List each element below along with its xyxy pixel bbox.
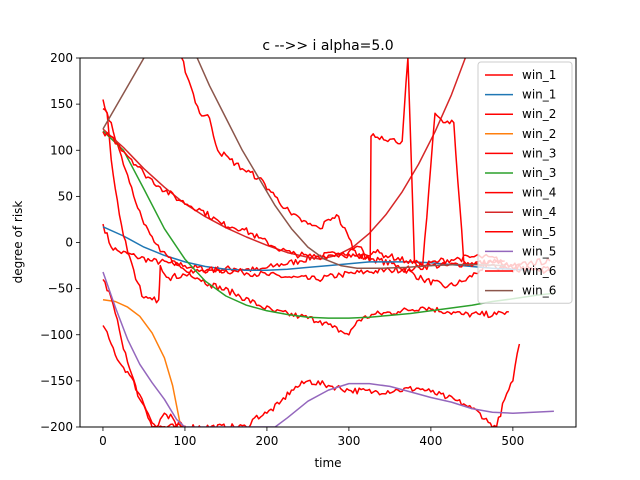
legend-label: win_6 — [522, 264, 556, 278]
ticks-layer: 0 100 200 300 400 500 −200 −150 −100 −50 0 50 100 150… — [40, 51, 524, 448]
x-tick-label: 300 — [337, 434, 360, 448]
x-tick-label: 100 — [173, 434, 196, 448]
y-tick-label: −50 — [48, 282, 73, 296]
legend-label: win_4 — [522, 186, 556, 200]
chart-title: c -->> i alpha=5.0 — [262, 38, 393, 54]
legend: win_1 win_1 win_2 win_2 win_3 win_3 win_4 win_4… — [477, 61, 573, 304]
y-tick-label: −100 — [40, 328, 73, 342]
extra-curve-1 — [196, 58, 505, 270]
x-tick-label: 0 — [99, 434, 107, 448]
series-line-win_5-b — [102, 271, 554, 427]
legend-label: win_6 — [522, 284, 556, 298]
extra-curve-0 — [181, 58, 505, 269]
series-line-win_4-b — [102, 58, 467, 260]
legend-label: win_1 — [522, 68, 556, 82]
legend-label: win_3 — [522, 146, 556, 160]
series-line-win_6-b — [102, 58, 145, 130]
series-line-win_2-b — [102, 298, 182, 427]
legend-label: win_5 — [522, 244, 556, 258]
legend-label: win_4 — [522, 205, 556, 219]
y-tick-label: −150 — [40, 374, 73, 388]
legend-label: win_2 — [522, 127, 556, 141]
y-axis-label: degree of risk — [11, 201, 25, 284]
x-tick-label: 200 — [255, 434, 278, 448]
legend-label: win_3 — [522, 166, 556, 180]
series-layer — [102, 58, 554, 427]
legend-label: win_5 — [522, 225, 556, 239]
y-tick-label: 100 — [50, 143, 73, 157]
x-tick-label: 500 — [501, 434, 524, 448]
y-tick-label: 200 — [50, 51, 73, 65]
legend-label: win_1 — [522, 88, 556, 102]
series-line-win_6-a — [102, 58, 551, 272]
y-tick-label: 150 — [50, 97, 73, 111]
y-tick-label: 0 — [65, 236, 73, 250]
y-tick-label: −200 — [40, 420, 73, 434]
series-line-win_5-a — [102, 325, 521, 427]
x-axis-label: time — [314, 456, 341, 470]
series-line-win_3-b — [102, 130, 554, 319]
series-line-win_1-a — [102, 223, 550, 289]
legend-label: win_2 — [522, 107, 556, 121]
y-tick-label: 50 — [58, 189, 73, 203]
series-line-win_3-a — [102, 108, 509, 336]
x-tick-label: 400 — [419, 434, 442, 448]
legend-box — [477, 61, 573, 304]
